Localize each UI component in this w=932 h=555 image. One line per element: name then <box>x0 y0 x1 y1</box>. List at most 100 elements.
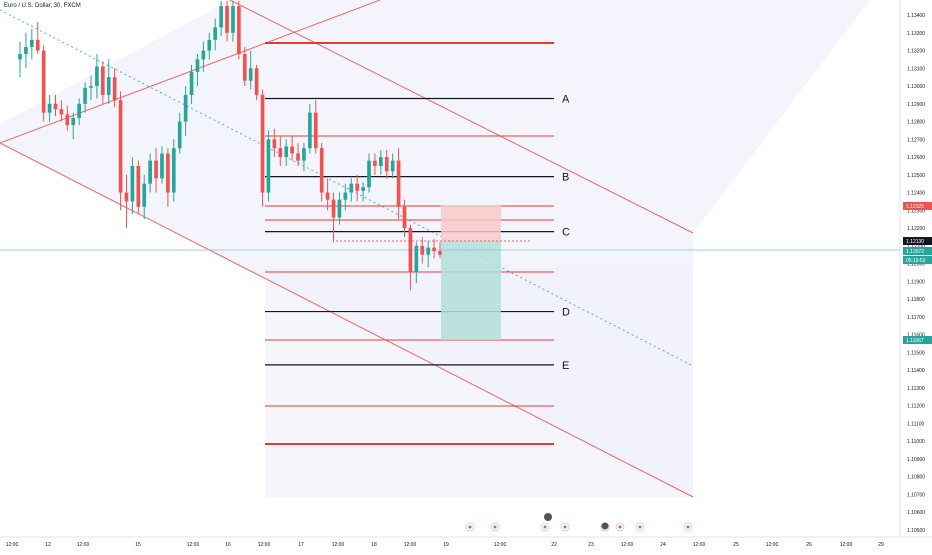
x-tick-label: 12:00 <box>258 542 271 548</box>
y-tick-label: 1.12400 <box>907 191 925 197</box>
y-tick-label: 1.12900 <box>907 102 925 108</box>
event-flag-icon <box>601 522 609 530</box>
candle-body <box>207 39 212 51</box>
candle-body <box>313 112 318 149</box>
candle-body <box>35 39 40 51</box>
countdown-tag: 05:19:53 <box>906 258 926 264</box>
x-tick-label: 12 <box>45 542 51 548</box>
candle-body <box>284 146 289 158</box>
candle-body <box>95 66 99 87</box>
candle-body <box>136 165 141 207</box>
y-tick-label: 1.12700 <box>907 137 925 143</box>
chart-title: Euro / U.S. Dollar, 30, FXCM <box>4 3 81 9</box>
candle-body <box>379 157 383 166</box>
candle-body <box>166 153 170 193</box>
candle-body <box>171 148 176 193</box>
candle-body <box>189 71 194 95</box>
x-tick-label: 12:00 <box>187 542 200 548</box>
x-tick-label: 12:00 <box>621 542 634 548</box>
channel-upper-line <box>229 0 694 234</box>
y-tick-label: 1.12100 <box>907 244 925 250</box>
candle-body <box>266 139 271 193</box>
y-tick-label: 1.11800 <box>907 297 925 303</box>
x-tick-label: 12:00 <box>332 542 345 548</box>
candle-body <box>426 247 431 255</box>
y-tick-label: 1.11300 <box>907 386 925 392</box>
candle-body <box>319 148 324 193</box>
candle-body <box>402 206 407 229</box>
y-tick-label: 1.13000 <box>907 84 925 90</box>
y-tick-label: 1.13100 <box>907 66 925 72</box>
y-tick-label: 1.10800 <box>907 475 925 481</box>
entry-price-tag: 1.12130 <box>906 239 924 245</box>
candle-body <box>384 157 389 172</box>
x-tick-label: 12:00 <box>6 542 19 548</box>
event-marker-dot-icon <box>618 525 622 529</box>
y-tick-label: 1.10500 <box>907 528 925 534</box>
candle-body <box>254 68 259 95</box>
y-tick-label: 1.12300 <box>907 208 925 214</box>
candle-body <box>260 94 265 193</box>
candle-body <box>420 245 425 255</box>
candle-body <box>349 183 354 193</box>
x-tick-label: 18 <box>371 542 377 548</box>
candle-body <box>160 153 164 179</box>
candle-body <box>272 139 277 149</box>
x-tick-label: 25 <box>733 542 739 548</box>
candle-body <box>290 146 294 154</box>
candle-body <box>18 54 22 60</box>
candle-body <box>432 247 436 252</box>
candle-body <box>414 245 419 273</box>
candle-body <box>296 153 300 161</box>
level-label-e: E <box>562 360 569 372</box>
y-tick-label: 1.13200 <box>907 49 925 55</box>
level-label-c: C <box>562 227 570 239</box>
candle-body <box>308 112 312 149</box>
entry-price-tag-bg <box>903 237 932 245</box>
candle-body <box>65 114 70 126</box>
stop-zone <box>441 205 501 241</box>
event-flag-icon <box>544 513 552 521</box>
event-marker-dot-icon <box>686 525 690 529</box>
level-label-b: B <box>562 172 569 184</box>
candle-body <box>237 6 241 55</box>
candle-body <box>231 6 235 33</box>
candle-body <box>41 50 46 113</box>
candle-body <box>89 86 93 88</box>
y-tick-label: 1.12600 <box>907 155 925 161</box>
candle-body <box>390 160 395 172</box>
y-tick-label: 1.10900 <box>907 457 925 463</box>
candle-body <box>337 199 342 218</box>
y-tick-label: 1.12200 <box>907 226 925 232</box>
target-zone <box>441 241 501 340</box>
current-price-tag-bg <box>903 247 932 255</box>
event-marker-dot-icon <box>638 525 642 529</box>
target-price-tag-bg <box>903 336 932 344</box>
countdown-tag-bg <box>903 256 932 264</box>
x-tick-label: 16 <box>225 542 231 548</box>
candle-body <box>248 68 253 81</box>
candle-body <box>242 54 247 81</box>
x-tick-label: 26 <box>806 542 812 548</box>
x-tick-label: 22 <box>551 542 557 548</box>
candle-body <box>71 118 76 126</box>
candle-body <box>53 103 58 110</box>
candle-body <box>47 103 52 113</box>
event-marker-dot-icon <box>563 525 567 529</box>
candle-body <box>438 251 442 255</box>
candle-body <box>355 183 360 191</box>
channel-lower-line <box>0 142 694 498</box>
candle-body <box>201 50 206 60</box>
y-tick-label: 1.11600 <box>907 333 925 339</box>
event-marker-dot-icon <box>468 525 472 529</box>
candle-body <box>59 109 64 115</box>
candle-body <box>219 6 223 28</box>
x-tick-label: 12:00 <box>494 542 507 548</box>
candle-body <box>112 77 117 101</box>
candle-body <box>29 39 34 47</box>
candle-body <box>142 183 147 207</box>
candle-body <box>325 192 330 200</box>
x-tick-label: 29 <box>878 542 884 548</box>
